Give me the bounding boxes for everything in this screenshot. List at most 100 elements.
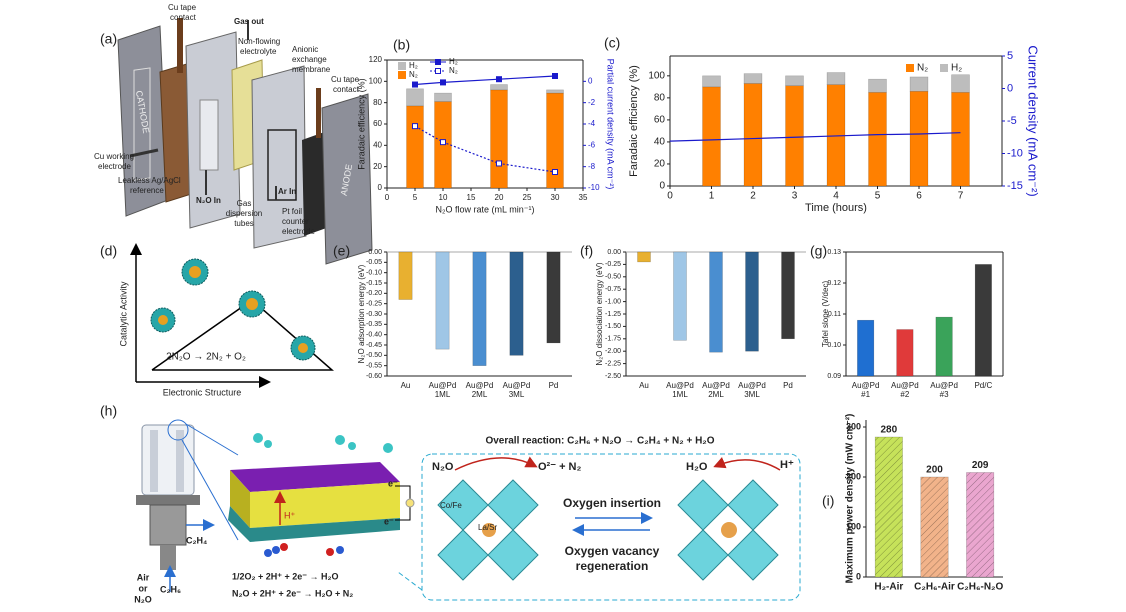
label: Cu tape (331, 75, 360, 84)
label: membrane (292, 65, 331, 74)
x-tick-label: Au (401, 381, 411, 390)
y-tick-label: -0.20 (366, 290, 382, 297)
y-tick-label: -1.00 (605, 298, 621, 305)
label: electrode (98, 162, 131, 171)
label: La/Sr (478, 523, 497, 532)
label: Pt foil (282, 207, 302, 216)
bar (785, 85, 804, 187)
y2-tick-label: 0 (588, 76, 593, 85)
cathode-frame (133, 67, 151, 181)
value-label: 280 (880, 425, 897, 436)
label: tubes (234, 219, 254, 228)
x-tick-label: 25 (523, 193, 532, 202)
cu-tab-2 (316, 88, 321, 138)
core (189, 266, 201, 278)
bar (435, 251, 450, 350)
y2-tick-label: -8 (588, 162, 596, 171)
marker (440, 139, 446, 146)
x-tick-label: 0 (385, 193, 390, 202)
y2-tick-label: -4 (588, 119, 596, 128)
x-tick-label: 7 (958, 191, 964, 202)
y-tick-label: 0 (856, 571, 861, 581)
bar (909, 76, 929, 92)
y-tick-label: -2.50 (605, 373, 621, 380)
core (158, 315, 168, 325)
atom (335, 435, 345, 445)
value-label: 200 (926, 465, 943, 476)
molecules (253, 433, 393, 453)
tube (176, 430, 184, 492)
y-tick-label: 60 (373, 119, 382, 128)
legend-swatch (398, 62, 406, 70)
bar (868, 92, 887, 187)
x-tick-label: H₂-Air (874, 582, 903, 593)
x-tick-label: C₂H₆-Air (914, 582, 955, 593)
x-tick-label: 6 (916, 191, 922, 202)
label: Leakless Ag/AgCl (118, 176, 181, 185)
label: Oxygen vacancy (565, 544, 660, 558)
x-tick-label: 15 (467, 193, 476, 202)
y-tick-label: 20 (373, 162, 382, 171)
axis-title: Electronic Structure (163, 387, 242, 397)
atom (272, 546, 280, 554)
x-tick-label: Au@Pd 2ML (702, 381, 730, 399)
y-tick-label: -1.25 (605, 311, 621, 318)
arrow (454, 456, 538, 471)
y2-tick-label: -6 (588, 140, 596, 149)
label: reference (130, 186, 164, 195)
label: contact (333, 85, 360, 94)
atom (383, 443, 393, 453)
y-tick-label: 20 (654, 159, 666, 170)
label: Non-flowing (238, 37, 280, 46)
octahedron (677, 529, 729, 581)
y-tick-label: 100 (369, 76, 383, 85)
label: Cu tape (168, 3, 197, 12)
value-label: 209 (972, 460, 989, 471)
electrolyte-side (230, 470, 250, 528)
y-tick-label: -1.75 (605, 336, 621, 343)
label: contact (170, 13, 197, 22)
legend-label: H₂ (449, 57, 458, 66)
y2-tick-label: 5 (1007, 50, 1013, 62)
atom (336, 546, 344, 554)
label: Ar In (278, 187, 296, 196)
y-tick-label: 0.00 (607, 249, 621, 256)
y2-tick-label: -10 (1007, 147, 1023, 159)
label: H₂O (686, 461, 708, 473)
label: Oxygen insertion (563, 496, 661, 510)
x-tick-label: 20 (495, 193, 504, 202)
callout-box (421, 453, 801, 601)
bar (826, 72, 846, 85)
bar-hatch (966, 472, 994, 577)
legend-swatch (906, 64, 914, 72)
bar (490, 89, 508, 189)
octahedron (727, 479, 779, 531)
x-tick-label: 5 (875, 191, 881, 202)
equation: N₂O + 2H⁺ + 2e⁻ → H₂O + N₂ (232, 588, 353, 598)
y-tick-label: 200 (846, 471, 861, 481)
y-tick-label: 60 (654, 115, 666, 126)
x-axis-title: N₂O flow rate (mL min⁻¹) (436, 204, 535, 214)
label: H⁺ (284, 510, 295, 520)
y2-tick-label: -10 (588, 183, 600, 192)
panel-label: (i) (822, 493, 834, 509)
y-axis-title: Maximum power density (mW cm⁻²) (845, 414, 856, 584)
label: or (139, 583, 148, 593)
label: Co/Fe (440, 501, 462, 510)
a-site (482, 523, 496, 537)
marker (412, 123, 418, 130)
bar (702, 86, 721, 187)
y-tick-label: -0.40 (366, 332, 382, 339)
bar-hatch (920, 477, 949, 577)
label: Cu working (94, 152, 134, 161)
panel-label: (e) (333, 243, 350, 259)
marker (496, 76, 502, 83)
cell-body-2 (251, 65, 307, 249)
panel-label: (a) (100, 31, 117, 47)
x-tick-label: 1 (709, 191, 715, 202)
y2-tick-label: -5 (1007, 115, 1017, 127)
y-tick-label: 80 (654, 93, 666, 104)
bar (785, 75, 804, 86)
octahedron (727, 529, 779, 581)
bar (406, 88, 424, 107)
